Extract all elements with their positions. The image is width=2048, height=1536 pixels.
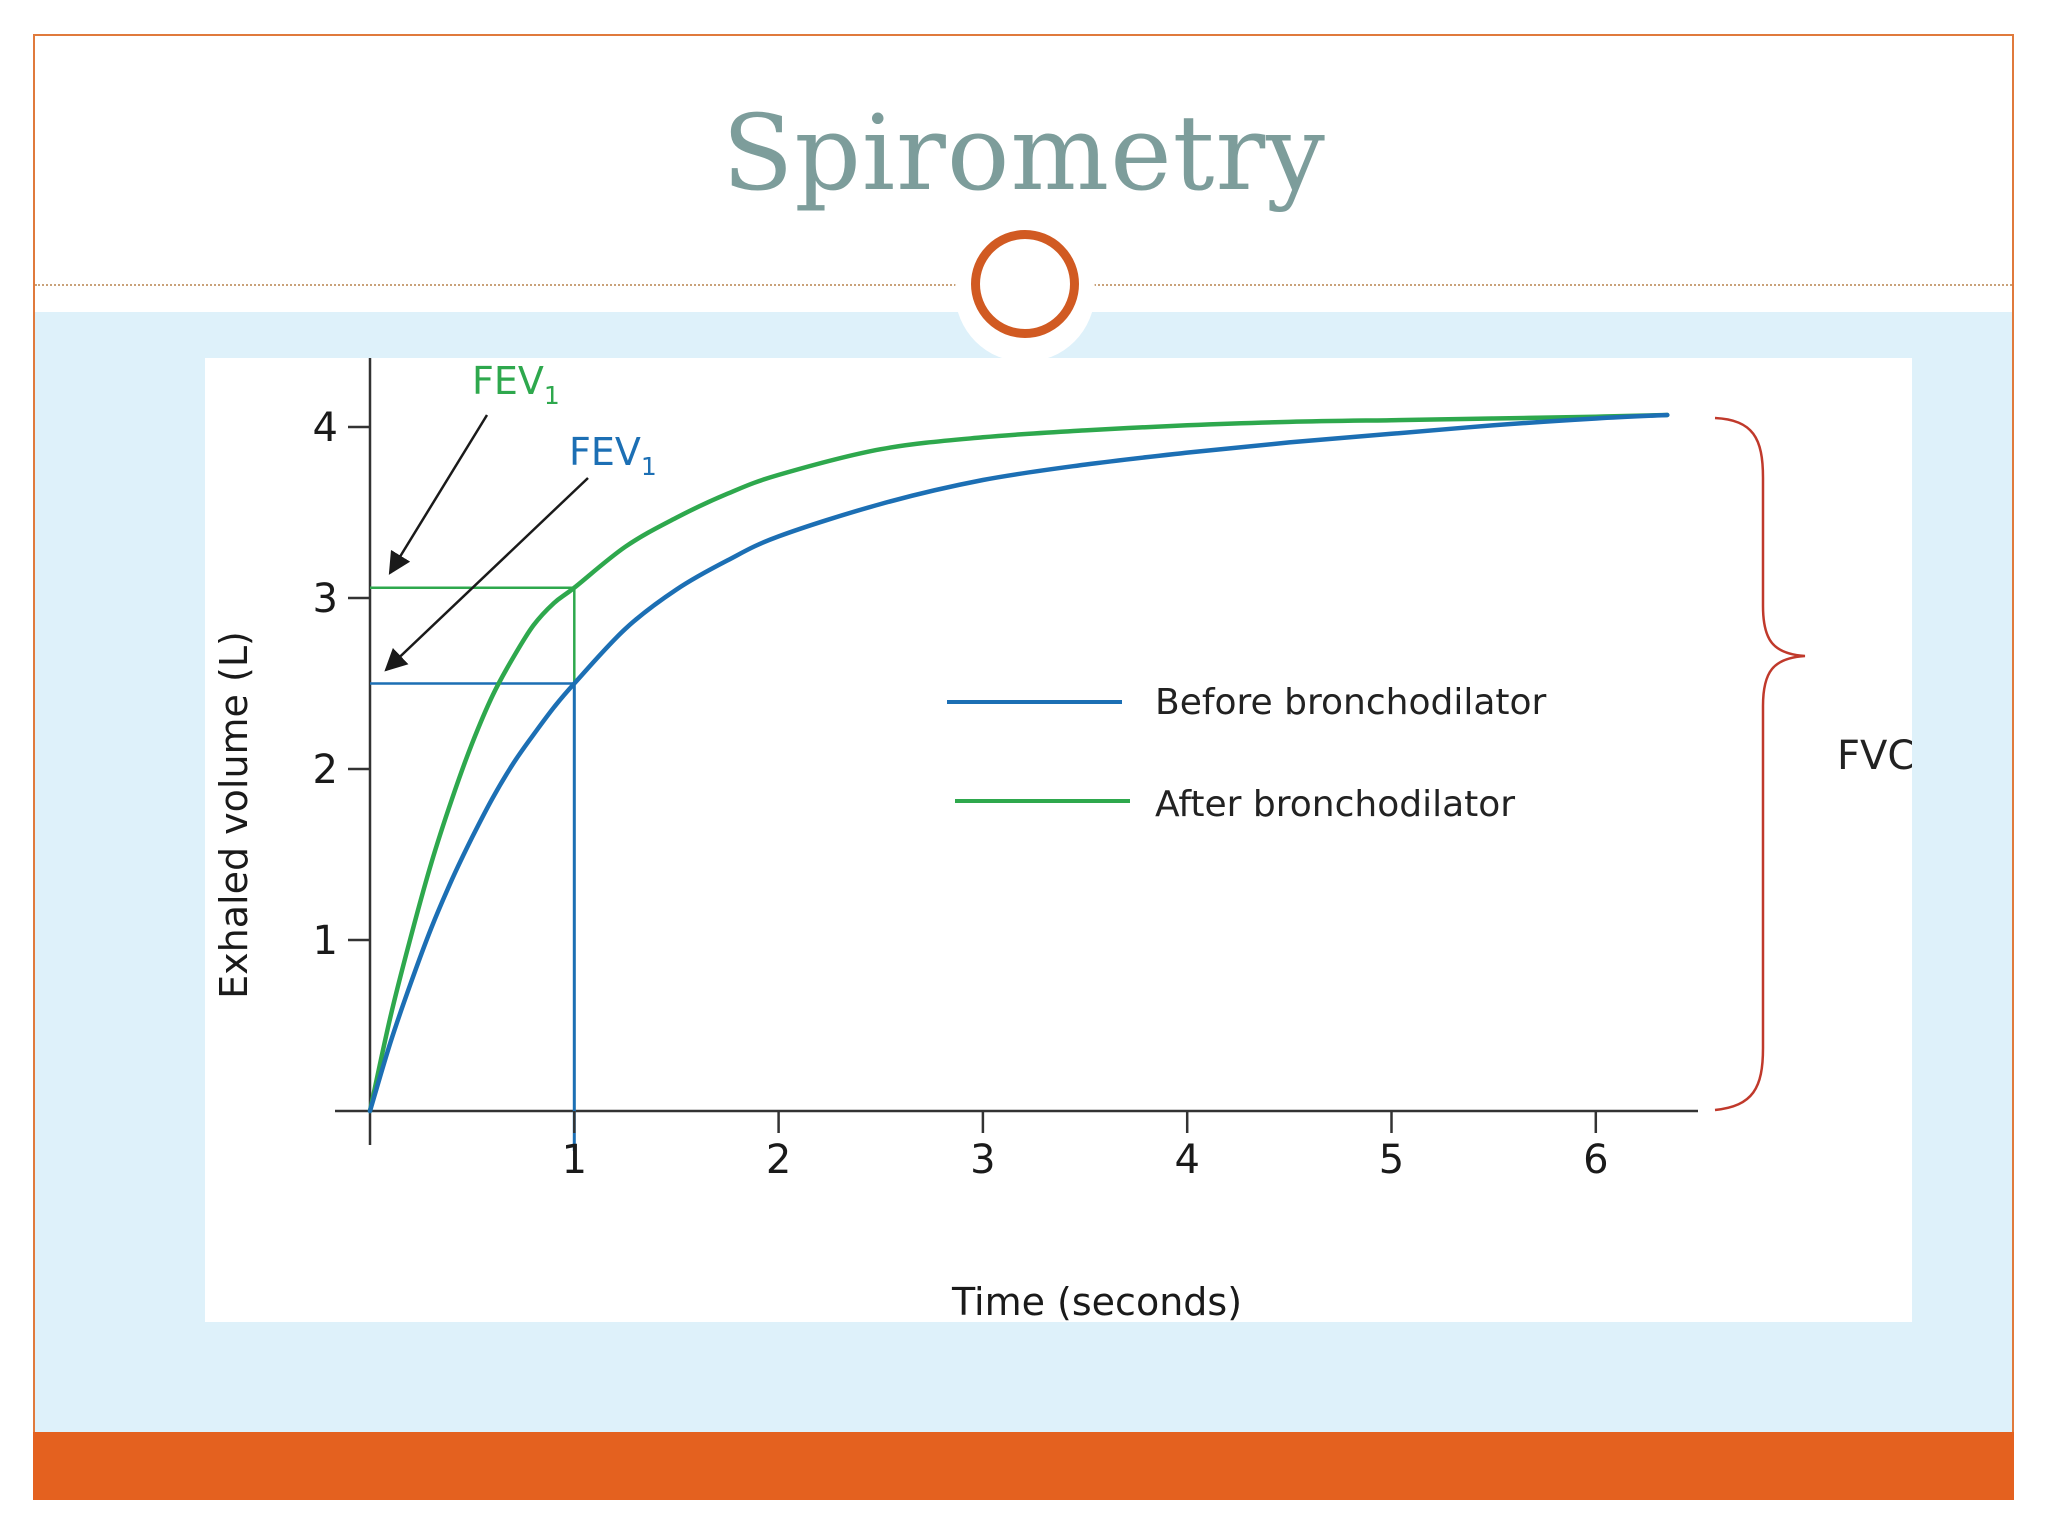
x-ticks: 1 2 3 4 5 6 bbox=[562, 1111, 1609, 1183]
x-axis-title: Time (seconds) bbox=[951, 1280, 1242, 1322]
series-line-before-bronchodilator bbox=[367, 412, 1670, 1114]
fev1-guides bbox=[370, 586, 576, 1151]
series-line-after-bronchodilator bbox=[367, 412, 1670, 1114]
x-tick-label-1: 1 bbox=[562, 1137, 587, 1183]
fev1-after-annotation: FEV1 bbox=[388, 359, 560, 575]
fvc-annotation: FVC bbox=[1714, 416, 1912, 1112]
chart-panel: 1 2 3 4 5 6 1 2 3 4 Time (seconds) Exhaled volum… bbox=[205, 358, 1912, 1322]
fev1-after-subscript: 1 bbox=[544, 381, 560, 410]
y-tick-label-2: 2 bbox=[313, 747, 338, 793]
x-tick-label-2: 2 bbox=[766, 1137, 791, 1183]
fev1-before-label: FEV1 bbox=[569, 430, 657, 481]
fev1-after-label: FEV1 bbox=[472, 359, 560, 410]
y-axis-title: Exhaled volume (L) bbox=[212, 631, 256, 999]
y-ticks: 1 2 3 4 bbox=[313, 405, 370, 964]
y-tick-label-1: 1 bbox=[313, 918, 338, 964]
fev1-before-arrow bbox=[384, 477, 589, 672]
legend-label-before: Before bronchodilator bbox=[1155, 682, 1547, 723]
y-tick-label-3: 3 bbox=[313, 576, 338, 622]
legend: Before bronchodilator After bronchodilat… bbox=[947, 682, 1547, 825]
fvc-brace bbox=[1714, 416, 1806, 1112]
divider-ornament-circle bbox=[971, 230, 1079, 338]
spirometry-chart: 1 2 3 4 5 6 1 2 3 4 Time (seconds) Exhaled volum… bbox=[212, 358, 1912, 1322]
x-tick-label-4: 4 bbox=[1174, 1137, 1199, 1183]
x-tick-label-3: 3 bbox=[970, 1137, 995, 1183]
fev1-before-annotation: FEV1 bbox=[384, 430, 657, 672]
fev1-after-arrow bbox=[388, 414, 489, 575]
slide-title: Spirometry bbox=[722, 92, 1326, 214]
series-lines bbox=[367, 412, 1670, 1114]
fev1-before-text: FEV bbox=[569, 430, 641, 474]
y-tick-label-4: 4 bbox=[313, 405, 338, 451]
fev1-after-text: FEV bbox=[472, 359, 544, 403]
footer-bar bbox=[33, 1432, 2014, 1500]
x-tick-label-5: 5 bbox=[1379, 1137, 1404, 1183]
x-tick-label-6: 6 bbox=[1583, 1137, 1608, 1183]
legend-label-after: After bronchodilator bbox=[1155, 784, 1515, 825]
fvc-label: FVC bbox=[1837, 733, 1912, 779]
axes bbox=[335, 358, 1698, 1145]
fev1-before-subscript: 1 bbox=[641, 452, 657, 481]
